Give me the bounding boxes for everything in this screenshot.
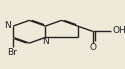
Text: N: N xyxy=(42,37,49,46)
Text: N: N xyxy=(4,21,11,30)
Text: O: O xyxy=(89,43,96,52)
Text: Br: Br xyxy=(7,48,17,57)
Text: OH: OH xyxy=(112,26,125,35)
